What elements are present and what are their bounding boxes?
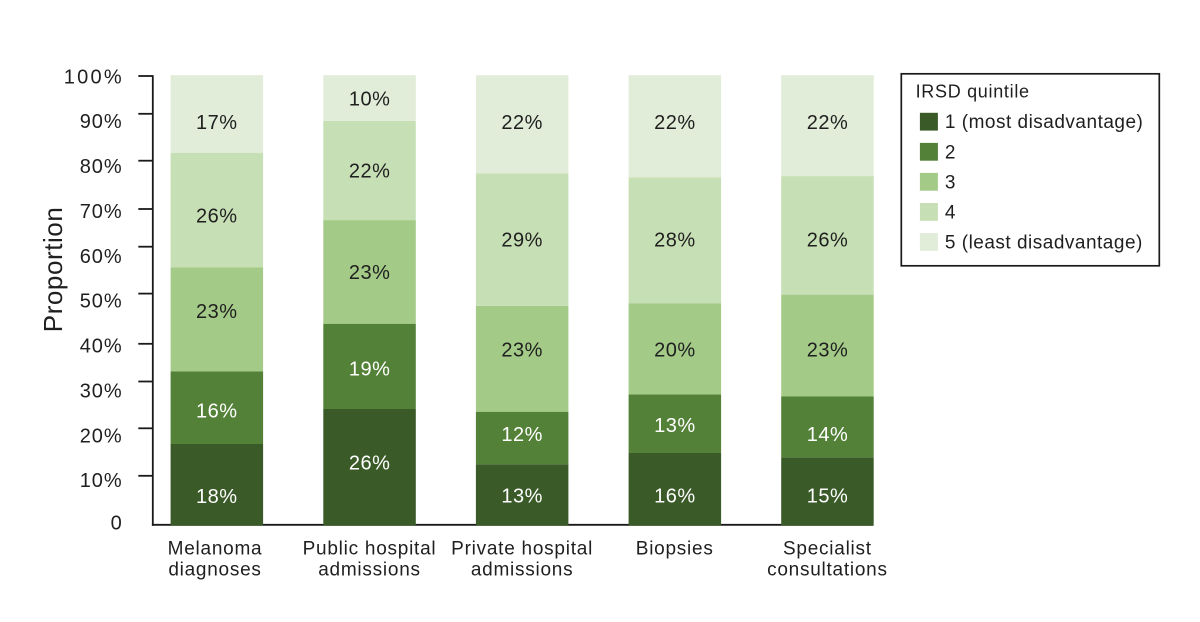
svg-text:70%: 70% bbox=[80, 201, 122, 223]
svg-text:16%: 16% bbox=[196, 400, 238, 422]
svg-text:12%: 12% bbox=[501, 424, 543, 446]
svg-text:22%: 22% bbox=[807, 112, 849, 134]
svg-text:100%: 100% bbox=[64, 66, 122, 88]
svg-text:1 (most disadvantage): 1 (most disadvantage) bbox=[945, 112, 1144, 133]
svg-text:40%: 40% bbox=[80, 336, 122, 358]
svg-text:0: 0 bbox=[111, 513, 122, 535]
svg-text:Proportion: Proportion bbox=[38, 207, 68, 332]
svg-text:14%: 14% bbox=[807, 424, 849, 446]
svg-text:20%: 20% bbox=[654, 339, 696, 361]
svg-text:Biopsies: Biopsies bbox=[636, 539, 714, 560]
svg-text:23%: 23% bbox=[349, 262, 391, 284]
svg-text:3: 3 bbox=[945, 172, 956, 193]
svg-text:20%: 20% bbox=[80, 425, 122, 447]
svg-text:10%: 10% bbox=[349, 88, 391, 110]
svg-text:Specialist: Specialist bbox=[783, 539, 872, 560]
svg-text:consultations: consultations bbox=[767, 560, 888, 581]
svg-text:diagnoses: diagnoses bbox=[168, 560, 261, 581]
svg-text:22%: 22% bbox=[349, 161, 391, 183]
svg-text:60%: 60% bbox=[80, 246, 122, 268]
svg-text:5 (least disadvantage): 5 (least disadvantage) bbox=[945, 232, 1143, 253]
svg-text:28%: 28% bbox=[654, 229, 696, 251]
svg-text:22%: 22% bbox=[654, 112, 696, 134]
svg-text:13%: 13% bbox=[654, 415, 696, 437]
svg-text:Melanoma: Melanoma bbox=[168, 539, 263, 560]
svg-text:22%: 22% bbox=[501, 112, 543, 134]
svg-text:17%: 17% bbox=[196, 112, 238, 134]
svg-text:30%: 30% bbox=[80, 381, 122, 403]
svg-text:50%: 50% bbox=[80, 291, 122, 313]
svg-text:10%: 10% bbox=[80, 470, 122, 492]
svg-text:IRSD quintile: IRSD quintile bbox=[916, 81, 1030, 101]
svg-text:23%: 23% bbox=[807, 339, 849, 361]
svg-text:90%: 90% bbox=[80, 111, 122, 133]
svg-text:26%: 26% bbox=[807, 229, 849, 251]
svg-text:29%: 29% bbox=[501, 230, 543, 252]
svg-text:4: 4 bbox=[945, 202, 956, 223]
svg-text:Public hospital: Public hospital bbox=[303, 539, 437, 560]
svg-text:26%: 26% bbox=[196, 206, 238, 228]
svg-text:15%: 15% bbox=[807, 486, 849, 508]
svg-text:Private hospital: Private hospital bbox=[451, 539, 593, 560]
svg-text:admissions: admissions bbox=[318, 560, 421, 581]
svg-text:admissions: admissions bbox=[471, 560, 574, 581]
svg-text:13%: 13% bbox=[501, 486, 543, 508]
svg-text:18%: 18% bbox=[196, 486, 238, 508]
svg-text:23%: 23% bbox=[501, 340, 543, 362]
svg-text:23%: 23% bbox=[196, 301, 238, 323]
svg-text:26%: 26% bbox=[349, 453, 391, 475]
svg-text:19%: 19% bbox=[349, 359, 391, 381]
svg-text:80%: 80% bbox=[80, 156, 122, 178]
svg-text:16%: 16% bbox=[654, 486, 696, 508]
svg-text:2: 2 bbox=[945, 142, 956, 163]
